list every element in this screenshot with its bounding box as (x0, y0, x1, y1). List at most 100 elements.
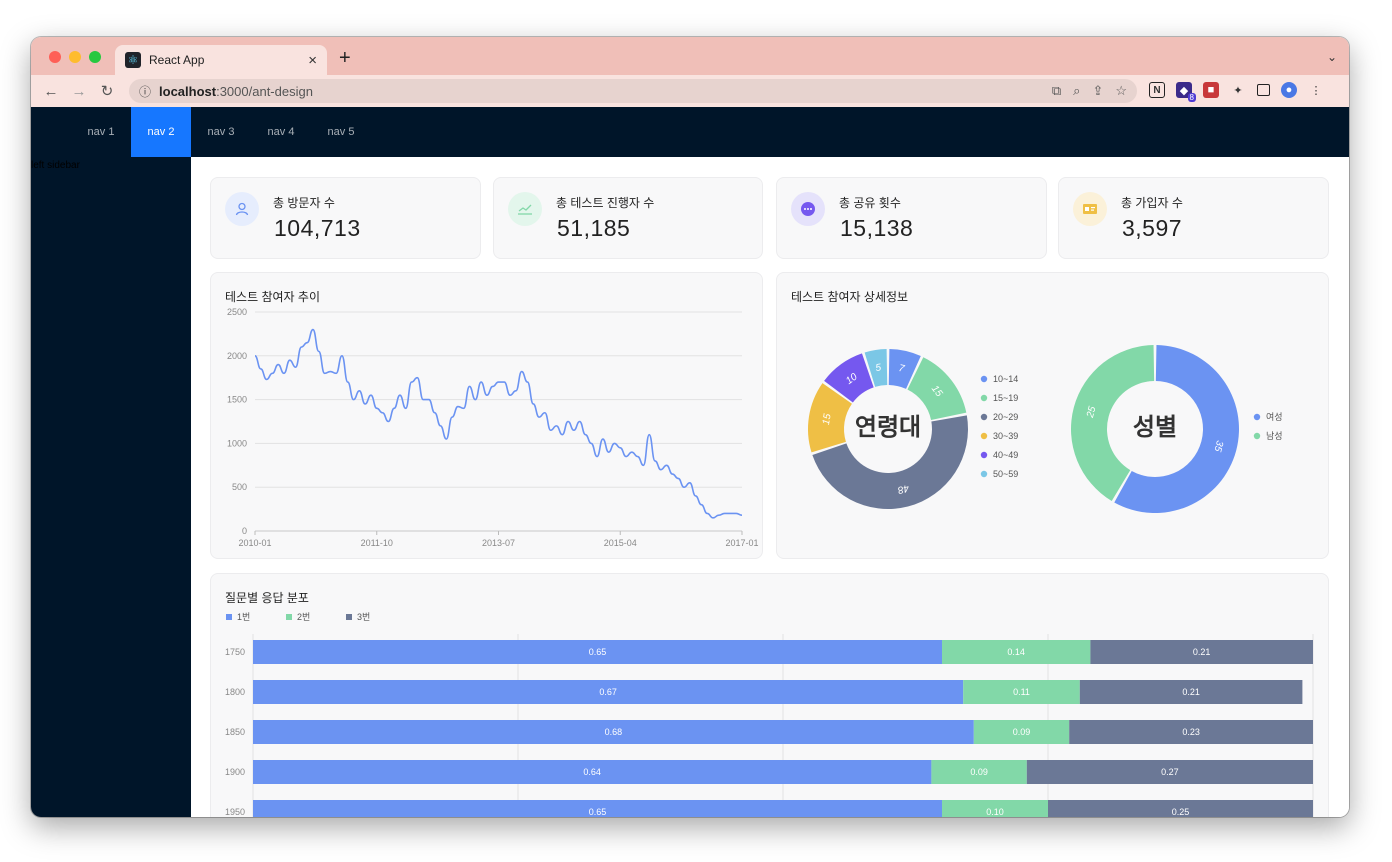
bar-segment (942, 800, 1048, 817)
legend-label[interactable]: 남성 (1266, 431, 1283, 441)
message-icon (791, 192, 825, 226)
nav-item-4[interactable]: nav 4 (267, 126, 295, 138)
nav-item-2[interactable]: nav 2 (131, 107, 191, 157)
url-host: localhost (159, 83, 217, 99)
bar-value-label: 0.21 (1193, 647, 1211, 657)
bar-value-label: 0.25 (1172, 807, 1190, 817)
bar-value-label: 0.11 (1013, 687, 1030, 697)
forward-icon[interactable]: → (71, 82, 87, 100)
bar-segment (253, 760, 932, 784)
share-icon[interactable]: ⇪ (1092, 83, 1104, 98)
bar-segment (1090, 640, 1313, 664)
y-tick-label: 1850 (225, 727, 245, 737)
new-tab-button[interactable]: + (339, 47, 351, 69)
bar-value-label: 0.09 (1013, 727, 1031, 737)
bar-value-label: 0.23 (1182, 727, 1200, 737)
pocket-icon[interactable]: ■ (1203, 82, 1219, 98)
y-tick-label: 1950 (225, 807, 245, 817)
bar-segment (1069, 720, 1313, 744)
bar-chart-card: 질문별 응답 분포 1번 2번 3번 1750 0.65 0.14 0.21 1800 0.67… (210, 573, 1329, 817)
legend-label[interactable]: 3번 (357, 612, 370, 622)
more-menu-icon[interactable]: ⋮ (1310, 84, 1322, 97)
donut-slice (812, 415, 968, 509)
close-window-button[interactable] (49, 51, 61, 63)
bar-value-label: 0.27 (1161, 767, 1179, 777)
info-icon[interactable]: ⓘ (139, 84, 152, 99)
bar-segment (931, 760, 1027, 784)
bar-segment (253, 720, 974, 744)
slice-label: 15 (821, 413, 834, 426)
app-header: nav 1 nav 2 nav 3 nav 4 nav 5 (31, 107, 1349, 157)
stat-value: 51,185 (557, 215, 631, 241)
legend-marker (1253, 432, 1261, 440)
legend-marker (226, 614, 232, 620)
minimize-window-button[interactable] (69, 51, 81, 63)
legend-marker (286, 614, 292, 620)
bar-segment (1079, 680, 1303, 704)
bar-value-label: 0.67 (599, 687, 617, 697)
bar-segment (942, 640, 1091, 664)
stacked-bar-chart: 1번 2번 3번 1750 0.65 0.14 0.21 1800 0.67 0.11 0.21 18… (225, 612, 1314, 817)
bar-segment (253, 640, 942, 664)
legend-label[interactable]: 30~39 (993, 431, 1018, 441)
zoom-icon[interactable]: ⌕ (1073, 83, 1081, 98)
legend-label[interactable]: 여성 (1266, 411, 1283, 422)
bookmark-star-icon[interactable]: ☆ (1115, 83, 1127, 98)
y-tick-label: 0 (242, 526, 247, 536)
legend-marker (980, 432, 988, 440)
window-controls (49, 51, 101, 63)
legend-label[interactable]: 20~29 (993, 412, 1018, 422)
extensions-area: N ◆ 8 ■ ✦ ● ⋮ (1149, 82, 1324, 102)
close-tab-icon[interactable]: × (308, 51, 317, 69)
notion-icon[interactable]: N (1149, 82, 1165, 98)
tab-bar: ⚛ React App × + ⌄ (31, 37, 1349, 75)
stat-value: 104,713 (274, 215, 361, 241)
sidepanel-icon[interactable] (1257, 84, 1270, 96)
extension-badge-icon[interactable]: ◆ 8 (1176, 82, 1196, 102)
chevron-down-icon[interactable]: ⌄ (1326, 50, 1337, 64)
browser-tab[interactable]: ⚛ React App × (115, 45, 327, 75)
card-title: 테스트 참여자 추이 (225, 290, 320, 304)
donut-slice (907, 357, 967, 421)
slice-label: 48 (896, 482, 910, 496)
legend-label[interactable]: 50~59 (993, 469, 1018, 479)
translate-icon[interactable]: ⧉ (1051, 83, 1062, 98)
profile-avatar[interactable]: ● (1281, 82, 1297, 98)
left-sidebar: left sidebar (31, 157, 191, 817)
puzzle-icon[interactable]: ✦ (1233, 84, 1243, 97)
legend-label[interactable]: 1번 (237, 612, 250, 622)
bar-value-label: 0.65 (589, 647, 607, 657)
nav-item-5[interactable]: nav 5 (327, 126, 355, 138)
legend-marker (980, 451, 988, 459)
stat-label: 총 공유 횟수 (839, 196, 901, 210)
bar-segment (253, 680, 964, 704)
legend-label[interactable]: 2번 (297, 612, 310, 622)
legend-label[interactable]: 10~14 (993, 374, 1018, 384)
bar-value-label: 0.64 (583, 767, 601, 777)
back-icon[interactable]: ← (43, 82, 59, 100)
browser-toolbar: ← → ↻ ⓘ localhost :3000/ant-design ⧉ ⌕ ⇪… (31, 75, 1349, 107)
legend-label[interactable]: 40~49 (993, 450, 1018, 460)
card-title: 테스트 참여자 상세정보 (791, 290, 909, 304)
zoom-window-button[interactable] (89, 51, 101, 63)
donut-slice (1071, 345, 1155, 502)
stat-label: 총 방문자 수 (273, 196, 335, 210)
donut-slice (1114, 345, 1239, 513)
stat-value: 3,597 (1122, 215, 1183, 241)
nav-item-1[interactable]: nav 1 (87, 126, 115, 138)
donut-slice (808, 383, 852, 453)
extension-badge-count: 8 (1187, 93, 1196, 102)
slice-label: 7 (898, 363, 906, 375)
stat-card-visitors: 총 방문자 수 104,713 (210, 177, 481, 259)
x-tick-label: 2010-01 (238, 538, 271, 548)
bar-segment (973, 720, 1070, 744)
line-chart-card: 테스트 참여자 추이 0 500 1000 1500 2000 2500 2010-01 20… (210, 272, 763, 559)
reload-icon[interactable]: ↻ (100, 83, 114, 100)
donut-charts: 715481510510~1415~1920~2930~3940~4950~59… (808, 345, 1283, 513)
legend-marker (980, 375, 988, 383)
main-content: 총 방문자 수 104,713 총 테스트 진행자 수 51,185 총 공유 … (191, 157, 1349, 817)
bar-value-label: 0.21 (1182, 687, 1200, 697)
nav-item-3[interactable]: nav 3 (207, 126, 235, 138)
legend-label[interactable]: 15~19 (993, 393, 1018, 403)
address-bar[interactable]: ⓘ localhost :3000/ant-design ⧉ ⌕ ⇪ ☆ (129, 79, 1137, 103)
